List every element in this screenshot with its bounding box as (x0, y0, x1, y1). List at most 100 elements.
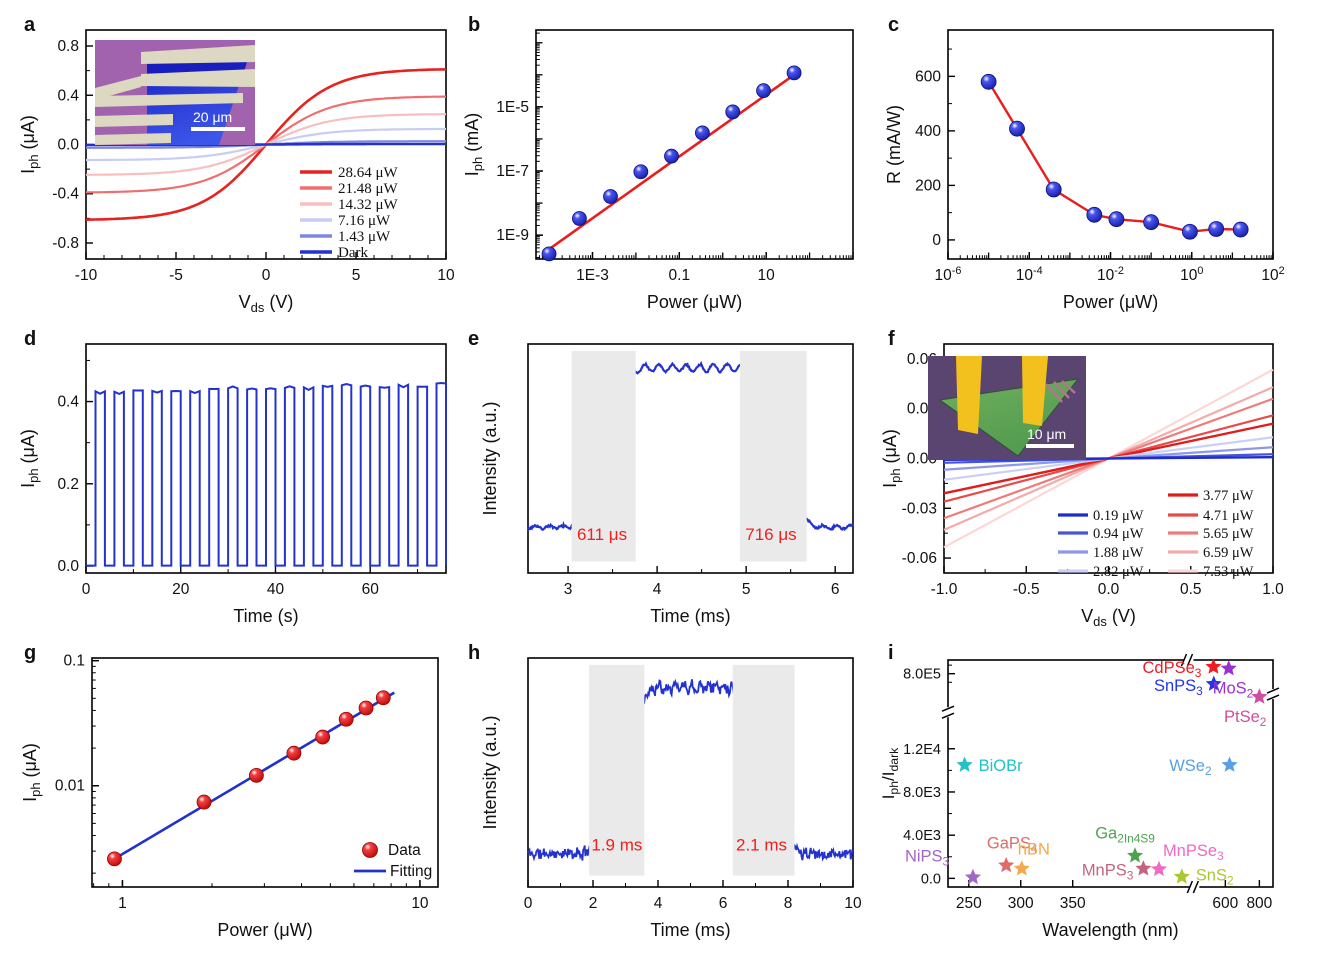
tspan: 2In (1117, 832, 1134, 846)
plot-area-i: 250 300 350 600 800 0.0 4.0E3 8.0E3 1.2E4 8.0E5 Bi… (879, 642, 1332, 954)
x-axis-title: Time (ms) (650, 606, 730, 626)
x-tick-label: 100 (1180, 265, 1203, 284)
x-axis: 1 10 (93, 880, 429, 912)
plot-area-b: 1E-3 0.1 10 1E-5 1E-7 1E-9 Power (μW) Iph (mA) (462, 14, 912, 326)
tspan: ph (887, 781, 901, 795)
tspan: I (882, 483, 900, 488)
data-point (362, 842, 378, 858)
x-tick-label: 3 (564, 581, 573, 598)
legend-label: 21.48 μW (338, 181, 399, 197)
tspan: 10 (1016, 267, 1034, 284)
transition-region (589, 664, 645, 876)
rect (945, 707, 951, 718)
panel-c: c 10-6 10-4 10-2 100 102 0 200 400 600 Power (μW)… (882, 14, 1332, 326)
x-tick-label: 6 (831, 581, 840, 598)
tspan: ds (1093, 614, 1107, 629)
tspan: 600 (1212, 895, 1238, 912)
x-tick-label: 4 (654, 895, 663, 912)
x-axis-title: Time (s) (233, 606, 298, 626)
micrograph-inset-a: 20 μm (95, 40, 255, 145)
tspan: -0.8 (52, 235, 79, 252)
tspan: 0.0 (1098, 581, 1120, 598)
tspan: 0 (1197, 265, 1203, 277)
tspan: 800 (1246, 895, 1272, 912)
data-point (196, 794, 212, 810)
tspan: PtSe (1224, 708, 1260, 726)
tspan: Fitting (390, 863, 432, 880)
tspan: 3 (564, 581, 573, 598)
x-tick-label: 0 (82, 581, 91, 598)
tspan: 1.43 μW (338, 229, 391, 245)
plot-frame (91, 657, 439, 888)
tspan: -0.4 (52, 186, 79, 203)
tspan: 600 (915, 68, 941, 85)
y-tick-label: 0.0 (57, 137, 79, 154)
tspan: Time (s) (233, 606, 298, 626)
tspan: 0.0 (57, 558, 79, 575)
tspan: 7.16 μW (338, 213, 391, 229)
data-point (725, 104, 741, 120)
x-tick-label: 0 (262, 267, 271, 284)
y-tick-label: 200 (915, 177, 941, 194)
legend-label: 3.77 μW (1203, 488, 1254, 504)
x-tick-label: 5 (352, 267, 361, 284)
tspan: 4.0E3 (903, 828, 941, 844)
tspan: 10 (411, 895, 429, 912)
material-label-Ga2In4S9: Ga2In4S9 (1095, 825, 1155, 846)
legend-label: 5.65 μW (1203, 526, 1254, 542)
y-axis-title: Iph (μA) (18, 429, 41, 488)
data-point (756, 83, 771, 99)
tspan: 250 (956, 895, 982, 912)
tspan: NiPS (905, 847, 943, 865)
axis-break (941, 705, 955, 719)
plot-area-g: 1 10 0.01 0.1 Power (μW) Iph (μA) Data Fitting (18, 642, 468, 954)
tspan: Dark (338, 245, 368, 261)
tspan: 10 (1261, 267, 1279, 284)
legend-label: Data (388, 842, 421, 859)
tspan: 2.82 μW (1093, 564, 1144, 580)
tspan: -5 (169, 267, 183, 284)
tspan: 2.1 ms (736, 835, 787, 854)
series-group (527, 678, 854, 862)
panel-i: i 250 300 350 600 800 0.0 4.0E3 8.0E3 1.2E4 8.0E5… (879, 642, 1332, 954)
x-tick-label: 60 (362, 581, 380, 598)
star-SnPS3 (1205, 675, 1222, 691)
tspan: I (462, 171, 482, 176)
tspan: 20 (172, 581, 190, 598)
line (941, 712, 955, 719)
x-tick-label: 102 (1261, 265, 1284, 284)
chart-a: -10 -5 0 5 10 0.8 0.4 0.0 -0.4 -0.8 Vds (V) Iph (μA… (18, 29, 455, 315)
panel-letter-f: f (888, 328, 895, 350)
tspan: (μA) (882, 429, 900, 468)
star-MnPSe3 (1150, 860, 1167, 877)
scale-bar-label: 20 μm (193, 109, 232, 125)
x-tick-label: 300 (1008, 895, 1034, 912)
rise-time-label: 1.9 ms (591, 835, 642, 854)
y-tick-label: 1E-7 (496, 163, 529, 180)
tspan: -2 (1114, 265, 1124, 277)
y-axis-title: Iph/Idark (882, 747, 901, 799)
panel-h: h 0 2 4 6 8 10 Time (ms) Intensity (a.u.) 1.9 ms… (462, 642, 912, 954)
plot-frame (527, 343, 854, 574)
plot-area-f: -1.0 -0.5 0.0 0.5 1.0 0.06 0.03 0.00 -0.03 -0.06 V… (880, 328, 1332, 640)
data-point (375, 690, 391, 706)
scale-bar (191, 127, 245, 131)
star-hBN (1013, 860, 1030, 876)
tspan: 0.1 (63, 653, 85, 670)
legend-label: 28.64 μW (338, 165, 399, 181)
panel-letter-e: e (468, 328, 480, 350)
tspan: (μA) (18, 429, 38, 468)
panel-letter-i: i (888, 642, 894, 664)
x-axis-title: Power (μW) (647, 292, 742, 312)
panel-b: b 1E-3 0.1 10 1E-5 1E-7 1E-9 Power (μW) Iph (mA… (462, 14, 912, 326)
y-axis: 0.01 0.1 (55, 653, 99, 874)
x-tick-label: 5 (742, 581, 751, 598)
tspan: V (1081, 606, 1093, 626)
y-axis-title: Intensity (a.u.) (480, 401, 500, 515)
y-tick-label: 1E-5 (496, 99, 529, 116)
x-tick-label: 350 (1060, 895, 1086, 912)
panel-letter-h: h (468, 642, 481, 664)
material-label-CdPSe3: CdPSe3 (1143, 659, 1202, 680)
tspan: 2 (1279, 265, 1285, 277)
